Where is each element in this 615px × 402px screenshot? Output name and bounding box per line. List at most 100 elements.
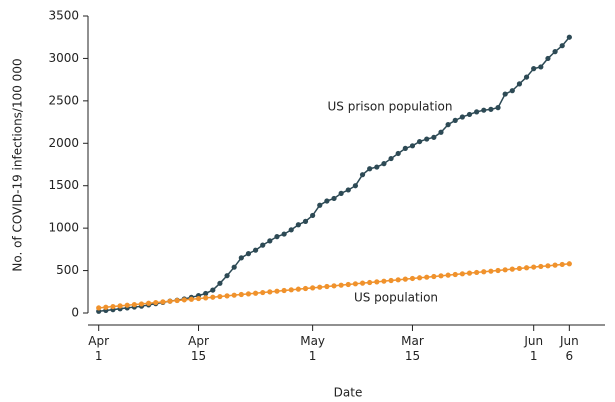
data-point — [338, 190, 344, 196]
data-point — [359, 280, 366, 286]
data-point — [381, 278, 387, 284]
data-point — [238, 255, 244, 261]
data-point — [502, 267, 508, 273]
x-tick-label: May 1 — [300, 334, 326, 363]
x-tick-label: Jun 6 — [559, 334, 579, 363]
data-point — [552, 49, 558, 55]
data-point — [324, 198, 330, 204]
data-point — [345, 281, 351, 288]
data-point — [474, 269, 480, 276]
data-point — [502, 91, 508, 97]
data-point — [288, 227, 294, 233]
data-point — [174, 297, 180, 304]
data-point — [445, 122, 451, 128]
data-point — [153, 299, 159, 306]
data-point — [352, 281, 359, 287]
data-point — [338, 282, 344, 288]
data-point — [210, 287, 216, 293]
data-point — [445, 272, 451, 278]
data-point — [274, 288, 280, 294]
data-point — [431, 273, 437, 280]
data-point — [374, 279, 380, 285]
data-point — [402, 145, 408, 151]
data-point — [160, 299, 166, 305]
data-point — [509, 88, 515, 94]
data-point — [424, 274, 430, 280]
data-point — [188, 296, 194, 302]
data-point — [331, 195, 337, 202]
data-point — [416, 275, 423, 281]
data-point — [367, 279, 373, 286]
data-point — [217, 293, 223, 300]
annotation: US prison population — [328, 100, 453, 114]
data-point — [131, 301, 137, 308]
data-point — [545, 263, 551, 269]
data-point — [424, 136, 430, 142]
data-point — [481, 107, 487, 113]
data-point — [488, 106, 494, 112]
x-tick-label: Apr 15 — [188, 334, 209, 363]
y-axis-label: No. of COVID-19 infections/100 000 — [11, 58, 25, 271]
data-point — [317, 284, 323, 290]
data-point — [459, 114, 465, 120]
data-point — [516, 81, 523, 87]
y-tick-label: 500 — [56, 263, 79, 277]
x-tick-label: Jun 1 — [524, 334, 544, 363]
data-point — [245, 251, 252, 257]
x-tick-label: Apr 1 — [88, 334, 110, 363]
data-point — [466, 270, 473, 276]
data-point — [409, 143, 416, 149]
x-axis-label: Date — [334, 386, 363, 400]
data-point — [459, 271, 465, 277]
data-point — [288, 287, 294, 293]
data-point — [523, 74, 530, 80]
data-point — [388, 277, 394, 284]
data-point — [302, 285, 309, 292]
data-point — [252, 247, 259, 253]
data-point — [310, 285, 316, 291]
data-point — [474, 109, 480, 115]
annotation: US population — [354, 291, 438, 305]
y-tick-label: 2500 — [48, 93, 79, 107]
data-point — [523, 265, 530, 271]
data-point — [531, 264, 537, 270]
data-point — [331, 283, 337, 289]
data-point — [274, 234, 280, 240]
data-point — [452, 117, 458, 123]
data-point — [395, 150, 401, 157]
data-point — [509, 266, 515, 272]
y-tick-label: 0 — [71, 306, 79, 320]
data-point — [538, 64, 544, 70]
data-point — [245, 291, 252, 297]
data-point — [416, 138, 423, 145]
data-point — [110, 303, 116, 310]
data-point — [224, 273, 230, 279]
y-tick-label: 3500 — [48, 9, 79, 23]
data-point — [224, 293, 230, 299]
data-point — [559, 43, 565, 49]
data-point — [260, 242, 266, 248]
data-point — [181, 297, 187, 303]
data-point — [267, 289, 273, 295]
data-point — [195, 295, 202, 302]
data-point — [295, 286, 301, 292]
data-point — [402, 276, 408, 282]
data-point — [267, 238, 273, 244]
y-tick-label: 1500 — [48, 178, 79, 192]
data-point — [359, 172, 366, 178]
data-point — [124, 302, 130, 308]
data-point — [409, 275, 416, 282]
data-point — [452, 271, 458, 278]
data-point — [345, 187, 351, 193]
y-tick-label: 3000 — [48, 51, 79, 65]
data-point — [238, 291, 244, 298]
data-point — [231, 264, 237, 270]
data-point — [210, 294, 216, 300]
data-point — [252, 290, 259, 296]
data-point — [281, 231, 287, 237]
data-point — [466, 111, 473, 118]
data-point — [566, 261, 572, 267]
data-point — [203, 290, 209, 297]
